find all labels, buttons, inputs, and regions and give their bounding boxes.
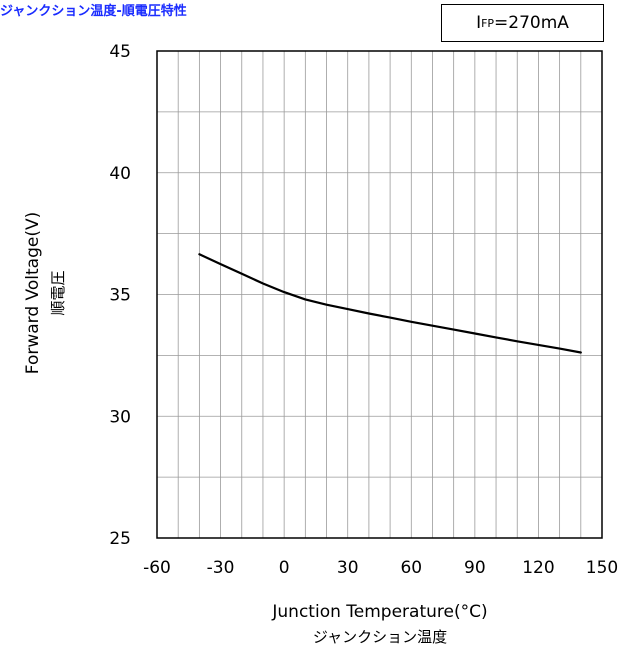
condition-label: I FP =270mA xyxy=(441,4,604,42)
condition-subscript: FP xyxy=(481,16,495,30)
y-tick-label: 45 xyxy=(109,42,131,62)
grid-lines xyxy=(157,51,602,538)
x-axis-title: Junction Temperature(°C) xyxy=(271,602,487,622)
y-axis-title: Forward Voltage(V) xyxy=(23,212,43,374)
x-tick-label: -30 xyxy=(207,558,235,578)
y-tick-label: 25 xyxy=(109,529,131,549)
y-tick-label: 30 xyxy=(109,407,131,427)
y-tick-label: 35 xyxy=(109,286,131,306)
y-tick-label: 40 xyxy=(109,164,131,184)
x-tick-label: 60 xyxy=(400,558,422,578)
plot-area xyxy=(156,50,603,539)
y-axis-title-jp: 順電圧 xyxy=(49,270,67,315)
condition-value: =270mA xyxy=(494,13,569,33)
series-line xyxy=(198,253,582,354)
x-tick-label: -60 xyxy=(143,558,171,578)
x-tick-label: 120 xyxy=(522,558,554,578)
x-tick-label: 90 xyxy=(464,558,486,578)
condition-prefix: I xyxy=(476,13,482,33)
tick-labels: -60 -30 0 30 60 90 120 150 25 30 35 40 45 xyxy=(109,42,618,578)
chart-title: ジャンクション温度-順電圧特性 xyxy=(0,4,187,19)
x-tick-label: 0 xyxy=(279,558,290,578)
x-tick-label: 150 xyxy=(586,558,618,578)
x-axis-title-jp: ジャンクション温度 xyxy=(313,628,447,646)
x-tick-label: 30 xyxy=(337,558,359,578)
